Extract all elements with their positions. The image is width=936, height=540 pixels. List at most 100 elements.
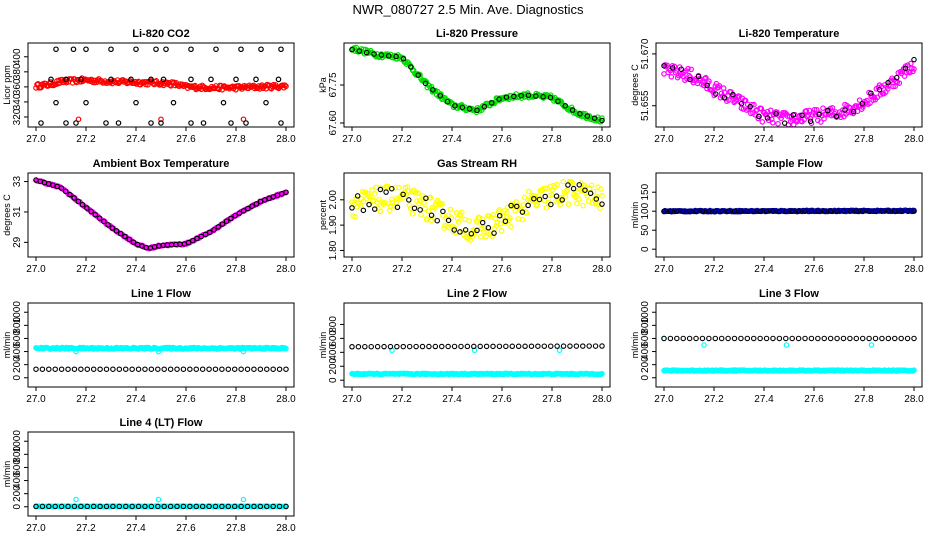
data-point-black (695, 73, 702, 80)
y-tick-label: 31 (12, 206, 23, 218)
data-point-black (570, 185, 577, 192)
x-tick-label: 27.0 (26, 264, 46, 275)
data-point-black (894, 74, 900, 81)
data-point-black (400, 56, 407, 62)
data-point-black (354, 193, 361, 199)
x-tick-label: 27.2 (76, 134, 96, 145)
data-point-black (122, 503, 129, 510)
data-point-black (180, 503, 187, 510)
data-point-black (371, 51, 377, 57)
data-point-black (393, 53, 399, 60)
y-tick-label: 0 (328, 377, 339, 383)
data-point-black (263, 99, 269, 106)
x-tick-label: 28.0 (592, 264, 612, 275)
data-point-black (244, 503, 251, 510)
data-point-black (58, 503, 65, 510)
x-tick-label: 27.4 (442, 264, 462, 275)
plot-frame (655, 302, 923, 388)
data-point-yellow (447, 206, 454, 213)
data-point-yellow (352, 214, 358, 220)
data-point-yellow (493, 222, 500, 229)
data-point-yellow (384, 183, 391, 190)
data-point-black (712, 208, 719, 214)
data-point-black (562, 102, 568, 109)
data-point-yellow (377, 208, 384, 215)
data-point-red (280, 82, 286, 88)
data-point-black (496, 343, 503, 350)
data-point-black (674, 208, 680, 214)
y-axis-label: kPa (318, 77, 328, 93)
data-point-black (898, 335, 904, 342)
data-point-magenta (797, 112, 803, 119)
y-tick-label: 360 (12, 78, 23, 95)
data-point-yellow (504, 209, 510, 216)
data-point-black (511, 93, 517, 100)
data-point-black (428, 212, 435, 219)
x-tick-label: 27.6 (492, 394, 512, 405)
data-point-black (464, 343, 471, 350)
panel-line2: Line 2 Flow ml/min 27.0 27.2 27.4 27.6 27.8 28.… (318, 288, 612, 405)
data-point-black (349, 46, 355, 53)
data-point-black (62, 188, 69, 195)
y-tick-label: 67.75 (328, 72, 339, 97)
data-point-black (559, 197, 565, 203)
data-point-black (904, 208, 911, 214)
data-point-black (243, 120, 249, 126)
data-point-black (687, 76, 693, 83)
data-point-black (108, 76, 114, 83)
data-point-yellow (592, 201, 599, 207)
data-point-yellow (576, 196, 582, 202)
data-point-yellow (469, 233, 476, 240)
data-point-black (163, 46, 169, 53)
data-point-black (110, 366, 116, 372)
data-point-black (661, 63, 667, 69)
data-point-black (451, 227, 458, 233)
x-tick-label: 27.8 (542, 264, 562, 275)
data-point-black (481, 103, 488, 110)
data-point-black (193, 503, 200, 510)
data-point-black (686, 335, 693, 342)
panel-title: Li-820 Temperature (739, 28, 840, 40)
y-axis-label: ml/min (318, 332, 328, 359)
data-point-black (764, 115, 771, 121)
data-point-black (377, 186, 384, 193)
data-point-black (46, 503, 52, 510)
data-point-black (244, 366, 251, 372)
data-point-black (206, 366, 212, 372)
panel-li_temp: Li-820 Temperature degrees C 27.0 27.2 27.4 2… (630, 28, 924, 145)
data-point-black (275, 76, 282, 83)
data-point-black (155, 503, 161, 510)
data-point-magenta (859, 104, 866, 110)
data-point-black (738, 335, 744, 342)
data-point-black (251, 366, 257, 372)
data-point-black (253, 201, 260, 207)
panel-line3: Line 3 Flow ml/min 27.0 27.2 27.4 27.6 27.8 28.… (630, 288, 924, 405)
data-point-black (911, 208, 917, 214)
data-point-black (485, 225, 492, 231)
panel-co2: Li-820 CO2 Licor ppm 27.0 27.2 27.4 27.6 27.8 2… (2, 28, 296, 145)
data-point-yellow (542, 185, 549, 192)
y-tick-label: 51.655 (640, 90, 651, 121)
data-point-black (776, 208, 783, 214)
data-point-black (103, 503, 110, 510)
data-point-black (270, 366, 276, 372)
data-point-black (200, 120, 207, 126)
data-point-black (228, 120, 234, 126)
data-point-red (49, 81, 56, 88)
data-point-cyan (911, 367, 917, 373)
plot-frame (655, 172, 923, 258)
data-point-black (278, 120, 284, 126)
data-point-black (199, 366, 206, 372)
y-tick-label: 400 (640, 343, 651, 360)
data-point-yellow (534, 201, 540, 208)
x-tick-label: 27.2 (76, 264, 96, 275)
data-point-black (565, 182, 571, 188)
data-point-black (71, 195, 77, 201)
x-tick-label: 27.0 (342, 134, 362, 145)
data-point-black (155, 366, 161, 372)
data-point-yellow (508, 223, 514, 230)
plot-area (33, 496, 289, 510)
data-point-yellow (579, 187, 585, 194)
data-point-black (840, 208, 847, 214)
data-point-black (444, 98, 451, 105)
